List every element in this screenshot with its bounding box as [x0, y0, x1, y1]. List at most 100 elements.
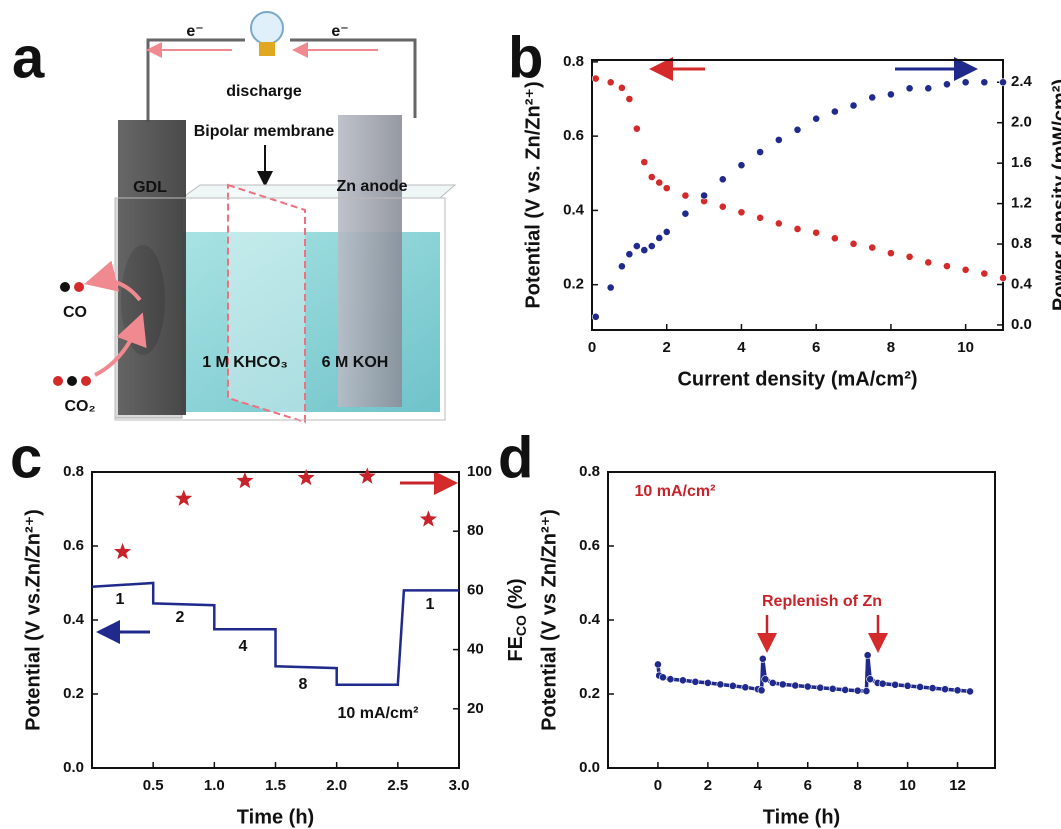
- data-point: [980, 78, 989, 87]
- y2-axis-title-part: CO: [513, 615, 529, 636]
- data-point: [662, 228, 671, 236]
- panel-arrows: [96, 57, 978, 653]
- x-tick-label: 10: [957, 339, 974, 356]
- data-point: [175, 489, 193, 506]
- bulb-base: [259, 42, 275, 56]
- wire: [146, 38, 417, 122]
- panel-label: d: [498, 425, 533, 490]
- data-point: [666, 675, 675, 684]
- data-point: [659, 673, 667, 682]
- data-point: [655, 234, 664, 242]
- x-tick-label: 8: [854, 777, 862, 794]
- molecule-atom: [53, 376, 63, 386]
- discharge-label: discharge: [226, 83, 302, 100]
- data-point: [691, 677, 700, 686]
- y-axis-title: Potential (V vs. Zn/Zn²⁺): [522, 81, 544, 308]
- cell-top: [180, 184, 457, 199]
- annotation: 4: [239, 638, 248, 655]
- annotation: 10 mA/cm²: [635, 483, 716, 500]
- data-point: [866, 675, 875, 684]
- data-point: [774, 135, 783, 144]
- x-tick-label: 0.5: [143, 777, 164, 794]
- data-point: [591, 312, 600, 321]
- panel-label: c: [10, 425, 42, 490]
- y-tick-label: 0.0: [579, 759, 600, 776]
- annotation: 1: [426, 596, 435, 613]
- annotation: 8: [299, 676, 308, 693]
- data-point: [928, 684, 937, 692]
- electron-label: e⁻: [331, 23, 348, 40]
- data-point: [803, 682, 812, 691]
- y-tick-label: 0.2: [563, 276, 584, 293]
- data-point: [655, 178, 664, 187]
- data-point: [999, 274, 1007, 282]
- data-point: [662, 184, 671, 193]
- data-point: [681, 191, 690, 200]
- annotation: 10 mA/cm²: [338, 705, 419, 722]
- data-point: [758, 654, 767, 663]
- data-point: [961, 78, 970, 87]
- membrane-label: Bipolar membrane: [194, 123, 335, 140]
- annotation: 1: [116, 591, 125, 608]
- data-point: [617, 83, 626, 92]
- data-point: [849, 239, 858, 248]
- data-point: [793, 225, 802, 233]
- gdl-plate: [118, 120, 186, 415]
- y2-tick-label: 2.4: [1011, 73, 1033, 90]
- data-point: [812, 114, 821, 123]
- data-point: [703, 679, 712, 687]
- data-point: [980, 269, 989, 278]
- plot-frame: [607, 471, 996, 769]
- gas-arrow: [84, 260, 142, 302]
- co2-label: CO₂: [64, 398, 95, 415]
- data-point: [625, 95, 634, 103]
- x-tick-label: 3.0: [449, 777, 470, 794]
- data-point: [768, 679, 777, 687]
- y2-tick-label: 0.4: [1011, 275, 1033, 292]
- x-tick-label: 1.0: [204, 777, 225, 794]
- data-point: [903, 681, 912, 690]
- annotation: 2: [176, 609, 185, 626]
- data-point: [924, 84, 933, 93]
- y2-tick-label: 0.8: [1011, 235, 1032, 252]
- data-point: [756, 148, 765, 156]
- y-tick-label: 0.8: [63, 463, 84, 480]
- data-point: [681, 209, 690, 218]
- y-tick-label: 0.6: [63, 537, 84, 554]
- y2-tick-label: 60: [467, 581, 484, 598]
- data-point: [756, 213, 765, 222]
- y-tick-label: 0.0: [63, 759, 84, 776]
- y2-tick-label: 1.2: [1011, 195, 1032, 212]
- data-point: [632, 124, 641, 133]
- co-label: CO: [63, 304, 87, 321]
- data-point: [862, 687, 871, 695]
- anode-label: Zn anode: [336, 178, 407, 195]
- y-tick-label: 0.4: [63, 611, 85, 628]
- data-point: [297, 468, 315, 486]
- gas-arrow: [94, 312, 147, 377]
- data-point: [863, 651, 872, 660]
- data-point: [905, 252, 914, 261]
- zn-plate: [338, 115, 402, 407]
- data-point: [718, 202, 727, 211]
- data-point: [640, 158, 649, 167]
- x-tick-label: 0: [654, 777, 662, 794]
- bulb: [250, 11, 284, 45]
- data-point: [647, 242, 656, 250]
- gdl-label: GDL: [133, 179, 167, 196]
- x-tick-label: 2: [663, 339, 671, 356]
- y2-tick-label: 40: [467, 641, 484, 658]
- data-point: [905, 84, 914, 93]
- data-point: [718, 175, 727, 184]
- data-point: [916, 683, 924, 691]
- y2-tick-label: 80: [467, 522, 484, 539]
- x-axis-title: Current density (mA/cm²): [677, 368, 917, 390]
- data-point: [654, 660, 662, 669]
- data-point: [878, 679, 887, 688]
- data-line: [656, 654, 971, 694]
- x-tick-label: 6: [804, 777, 812, 794]
- data-point: [236, 471, 254, 489]
- x-tick-label: 1.5: [265, 777, 286, 794]
- electron-label: e⁻: [186, 23, 203, 40]
